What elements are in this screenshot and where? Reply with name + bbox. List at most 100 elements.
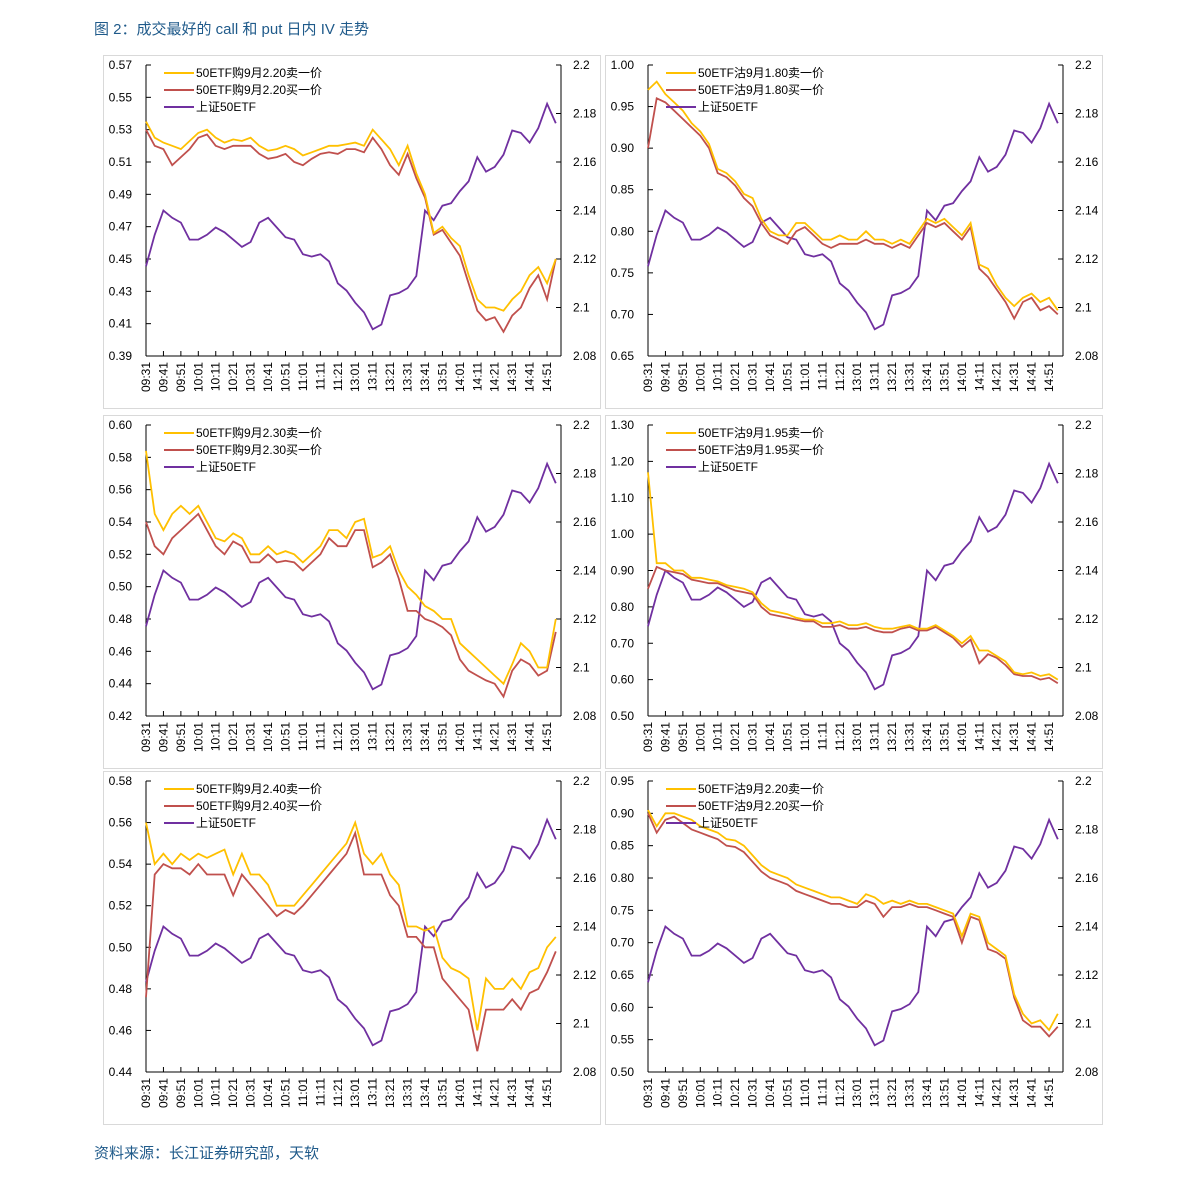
- x-tick-label: 14:31: [1007, 362, 1021, 392]
- legend-label: 上证50ETF: [196, 100, 256, 114]
- x-tick-label: 14:51: [540, 362, 554, 392]
- legend-label: 上证50ETF: [698, 816, 758, 830]
- x-tick-label: 10:31: [746, 722, 760, 752]
- series-etf-line: [145, 101, 557, 331]
- y-tick-label: 0.70: [611, 307, 635, 321]
- x-tick-label: 10:21: [226, 362, 240, 392]
- y2-tick-label: 2.2: [1075, 774, 1092, 788]
- y-tick-label: 0.80: [611, 871, 635, 885]
- x-tick-label: 11:21: [833, 722, 847, 751]
- x-tick-label: 11:01: [798, 722, 812, 751]
- legend-label: 50ETF购9月2.40买一价: [196, 798, 322, 813]
- y-tick-label: 0.85: [611, 183, 635, 197]
- x-tick-label: 11:11: [815, 362, 829, 391]
- x-tick-label: 10:01: [693, 722, 707, 752]
- y-tick-label: 0.70: [611, 936, 635, 950]
- y2-tick-label: 2.12: [573, 252, 597, 266]
- x-tick-label: 11:11: [313, 722, 327, 751]
- series-sell-line: [647, 80, 1059, 311]
- x-tick-label: 13:11: [366, 722, 380, 751]
- y-tick-label: 1.10: [611, 491, 635, 505]
- legend-label: 上证50ETF: [698, 100, 758, 114]
- x-tick-label: 13:01: [850, 722, 864, 752]
- y2-tick-label: 2.2: [1075, 418, 1092, 432]
- x-tick-label: 14:41: [523, 362, 537, 392]
- y-tick-label: 0.75: [611, 903, 635, 917]
- x-tick-label: 13:11: [868, 362, 882, 391]
- y-tick-label: 0.45: [109, 252, 133, 266]
- x-tick-label: 13:21: [885, 1078, 899, 1108]
- x-tick-label: 14:41: [523, 722, 537, 752]
- x-tick-label: 14:11: [470, 362, 484, 391]
- y2-tick-label: 2.18: [573, 467, 597, 481]
- legend-label: 上证50ETF: [196, 816, 256, 830]
- y-tick-label: 0.85: [611, 839, 635, 853]
- x-tick-label: 09:51: [174, 1078, 188, 1108]
- x-tick-label: 11:01: [296, 1078, 310, 1107]
- series-sell-line: [647, 472, 1059, 681]
- x-tick-label: 14:51: [1042, 362, 1056, 392]
- x-tick-label: 10:21: [226, 722, 240, 752]
- x-tick-label: 10:11: [711, 722, 725, 751]
- chart-svg: 0.50 0.55 0.60 0.65 0.70 0.75 0.80 0.85 0.90 0.95…: [611, 774, 1099, 1108]
- x-tick-label: 10:11: [711, 1078, 725, 1107]
- x-tick-label: 13:21: [383, 1078, 397, 1108]
- x-tick-label: 09:51: [174, 362, 188, 392]
- y-tick-label: 0.48: [109, 982, 133, 996]
- series-etf-line: [145, 461, 557, 691]
- x-tick-label: 09:31: [641, 1078, 655, 1108]
- x-tick-label: 14:21: [488, 1078, 502, 1108]
- y-tick-label: 0.65: [611, 349, 635, 363]
- figure-title: 图 2：成交最好的 call 和 put 日内 IV 走势: [94, 21, 370, 38]
- y-tick-label: 0.80: [611, 224, 635, 238]
- x-tick-label: 14:41: [1025, 1078, 1039, 1108]
- y2-tick-label: 2.12: [573, 612, 597, 626]
- x-tick-label: 14:31: [505, 362, 519, 392]
- x-tick-label: 13:01: [348, 362, 362, 392]
- y-tick-label: 1.00: [611, 58, 635, 72]
- y2-tick-label: 2.08: [573, 349, 597, 363]
- y2-tick-label: 2.14: [573, 564, 597, 578]
- legend-label: 50ETF购9月2.20买一价: [196, 82, 322, 97]
- x-tick-label: 11:21: [331, 722, 345, 751]
- x-tick-label: 13:41: [418, 1078, 432, 1108]
- y-tick-label: 0.70: [611, 636, 635, 650]
- x-tick-label: 10:51: [780, 362, 794, 392]
- y-tick-label: 0.95: [611, 774, 635, 788]
- y-tick-label: 0.51: [109, 155, 133, 169]
- y2-tick-label: 2.2: [573, 58, 590, 72]
- y-tick-label: 0.60: [611, 673, 635, 687]
- x-tick-label: 13:31: [401, 362, 415, 392]
- y-tick-label: 0.54: [109, 857, 133, 871]
- x-tick-label: 13:21: [383, 362, 397, 392]
- y2-tick-label: 2.16: [573, 871, 597, 885]
- x-tick-label: 13:01: [850, 362, 864, 392]
- x-tick-label: 14:51: [540, 722, 554, 752]
- y2-tick-label: 2.18: [573, 107, 597, 121]
- y-tick-label: 0.48: [109, 612, 133, 626]
- chart-panel: 0.50 0.60 0.70 0.80 0.90 1.00 1.10 1.20 1.30 2.08…: [605, 415, 1103, 769]
- x-tick-label: 09:51: [676, 1078, 690, 1108]
- x-tick-label: 13:51: [435, 722, 449, 752]
- x-tick-label: 09:41: [156, 1078, 170, 1108]
- x-tick-label: 14:11: [470, 722, 484, 751]
- legend-label: 50ETF购9月2.30买一价: [196, 442, 322, 457]
- x-tick-label: 10:41: [261, 362, 275, 392]
- chart-svg: 0.650.700.750.800.850.900.951.002.082.12…: [611, 58, 1099, 392]
- x-tick-label: 09:41: [156, 362, 170, 392]
- x-tick-label: 10:51: [780, 1078, 794, 1108]
- series-buy-line: [145, 129, 557, 334]
- x-tick-label: 14:01: [453, 722, 467, 752]
- y-tick-label: 0.46: [109, 644, 133, 658]
- x-tick-label: 09:51: [676, 362, 690, 392]
- x-tick-label: 14:01: [955, 1078, 969, 1108]
- y-tick-label: 0.41: [109, 317, 133, 331]
- x-tick-label: 14:21: [488, 362, 502, 392]
- series-buy-line: [145, 512, 557, 699]
- y2-tick-label: 2.18: [573, 823, 597, 837]
- series-sell-line: [145, 450, 557, 686]
- series-sell-line: [145, 121, 557, 312]
- chart-svg: 0.39 0.41 0.43 0.45 0.47 0.49 0.51 0.53 0.55 0.57…: [109, 58, 597, 392]
- y-tick-label: 0.39: [109, 349, 133, 363]
- series-etf-line: [145, 817, 557, 1047]
